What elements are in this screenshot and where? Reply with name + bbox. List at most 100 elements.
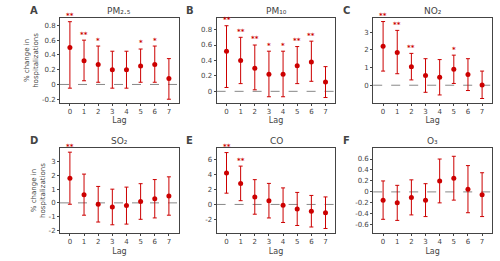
svg-text:Lag: Lag <box>425 116 439 125</box>
svg-text:PM₂.₅: PM₂.₅ <box>107 6 131 16</box>
svg-text:**: ** <box>307 32 315 40</box>
svg-text:*: * <box>96 37 100 45</box>
svg-text:% change inhospitalizations: % change inhospitalizations <box>30 163 47 218</box>
svg-text:-0.4: -0.4 <box>355 210 369 218</box>
svg-text:5: 5 <box>295 108 299 116</box>
svg-text:3: 3 <box>267 108 271 116</box>
svg-text:4: 4 <box>281 108 286 116</box>
svg-text:A: A <box>30 5 38 16</box>
svg-text:4: 4 <box>124 108 129 116</box>
svg-text:**: ** <box>237 157 245 165</box>
svg-text:6: 6 <box>466 108 471 116</box>
svg-text:1: 1 <box>395 238 399 246</box>
svg-text:3: 3 <box>267 238 271 246</box>
svg-text:3: 3 <box>110 108 114 116</box>
svg-text:2: 2 <box>409 238 413 246</box>
svg-text:0.8: 0.8 <box>44 22 55 30</box>
svg-text:*: * <box>153 37 157 45</box>
svg-text:NO₂: NO₂ <box>424 6 442 16</box>
svg-text:1: 1 <box>395 108 399 116</box>
svg-text:**: ** <box>393 21 401 29</box>
svg-text:0: 0 <box>68 238 72 246</box>
svg-text:1: 1 <box>238 238 242 246</box>
svg-text:-0.2: -0.2 <box>42 96 56 104</box>
svg-text:0: 0 <box>381 108 385 116</box>
svg-text:2: 2 <box>409 108 413 116</box>
svg-text:*: * <box>267 42 271 50</box>
svg-text:**: ** <box>379 12 387 20</box>
svg-text:0: 0 <box>68 108 72 116</box>
svg-text:5: 5 <box>295 238 299 246</box>
svg-text:2: 2 <box>364 46 368 54</box>
svg-text:B: B <box>186 5 194 16</box>
svg-text:O₃: O₃ <box>427 136 438 146</box>
svg-text:0.6: 0.6 <box>358 155 370 163</box>
svg-text:1: 1 <box>364 64 368 72</box>
svg-text:*: * <box>139 39 143 47</box>
svg-text:2: 2 <box>51 172 55 180</box>
svg-text:6: 6 <box>208 156 213 164</box>
svg-text:0: 0 <box>364 188 368 196</box>
svg-text:**: ** <box>293 37 301 45</box>
svg-text:% change inhospitalizations: % change inhospitalizations <box>23 33 40 88</box>
svg-text:SO₂: SO₂ <box>111 136 128 146</box>
svg-text:-1: -1 <box>49 213 56 221</box>
svg-text:0.4: 0.4 <box>201 57 213 65</box>
svg-text:0.4: 0.4 <box>44 51 56 59</box>
svg-text:7: 7 <box>480 108 484 116</box>
svg-text:1: 1 <box>238 108 242 116</box>
svg-text:**: ** <box>80 31 88 39</box>
svg-text:PM₁₀: PM₁₀ <box>266 6 287 16</box>
svg-text:2: 2 <box>208 186 212 194</box>
svg-text:5: 5 <box>452 238 456 246</box>
svg-text:3: 3 <box>364 29 368 37</box>
svg-text:3: 3 <box>423 108 427 116</box>
svg-text:4: 4 <box>281 238 286 246</box>
svg-text:**: ** <box>251 35 259 43</box>
svg-text:1: 1 <box>82 108 86 116</box>
svg-text:D: D <box>30 135 38 146</box>
svg-text:C: C <box>343 5 350 16</box>
svg-text:2: 2 <box>96 238 100 246</box>
svg-text:-0.2: -0.2 <box>355 199 369 207</box>
svg-text:0.8: 0.8 <box>201 26 212 34</box>
svg-text:0: 0 <box>224 238 228 246</box>
svg-text:0: 0 <box>381 238 385 246</box>
svg-text:0: 0 <box>208 88 212 96</box>
svg-text:0.6: 0.6 <box>201 41 213 49</box>
svg-text:0: 0 <box>224 108 228 116</box>
svg-text:3: 3 <box>110 238 114 246</box>
svg-text:4: 4 <box>437 108 442 116</box>
svg-text:E: E <box>186 135 193 146</box>
svg-text:2: 2 <box>253 108 257 116</box>
svg-text:2: 2 <box>253 238 257 246</box>
svg-text:7: 7 <box>167 238 171 246</box>
svg-text:**: ** <box>223 143 231 151</box>
svg-text:1: 1 <box>82 238 86 246</box>
svg-text:0.2: 0.2 <box>201 72 212 80</box>
svg-text:7: 7 <box>167 108 171 116</box>
svg-text:-0.6: -0.6 <box>355 221 369 229</box>
svg-text:**: ** <box>223 16 231 24</box>
svg-text:4: 4 <box>124 238 129 246</box>
svg-text:0.4: 0.4 <box>358 166 370 174</box>
svg-text:*: * <box>281 42 285 50</box>
svg-text:-2: -2 <box>49 227 56 235</box>
svg-text:*: * <box>452 46 456 54</box>
svg-text:5: 5 <box>138 108 142 116</box>
svg-text:0.2: 0.2 <box>44 66 55 74</box>
svg-text:6: 6 <box>153 238 158 246</box>
svg-text:7: 7 <box>323 238 327 246</box>
svg-text:**: ** <box>66 143 74 151</box>
svg-text:**: ** <box>407 44 415 52</box>
svg-text:5: 5 <box>138 238 142 246</box>
svg-text:Lag: Lag <box>269 247 283 256</box>
svg-text:7: 7 <box>480 238 484 246</box>
svg-text:3: 3 <box>423 238 427 246</box>
svg-text:3: 3 <box>51 158 55 166</box>
svg-text:Lag: Lag <box>112 247 126 256</box>
svg-text:F: F <box>343 135 350 146</box>
svg-text:4: 4 <box>437 238 442 246</box>
svg-text:0: 0 <box>208 201 212 209</box>
svg-text:-2: -2 <box>205 216 212 224</box>
